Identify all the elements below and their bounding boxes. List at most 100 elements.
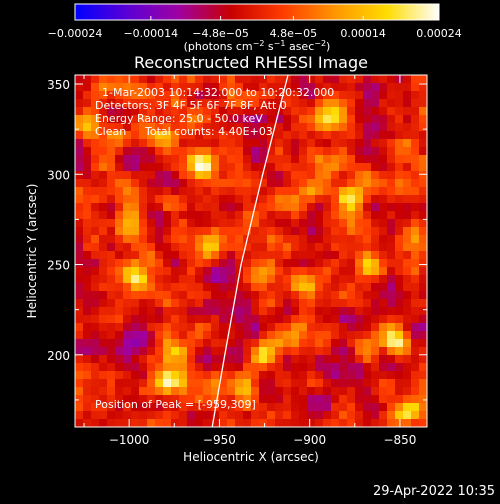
- heatmap-cell: [299, 331, 308, 340]
- heatmap-cell: [411, 291, 420, 300]
- heatmap-cell: [195, 267, 204, 276]
- heatmap-cell: [91, 107, 100, 116]
- heatmap-cell: [187, 75, 196, 84]
- heatmap-cell: [147, 235, 156, 244]
- heatmap-cell: [347, 419, 356, 427]
- heatmap-cell: [419, 371, 427, 380]
- heatmap-cell: [251, 315, 260, 324]
- heatmap-cell: [275, 99, 284, 108]
- heatmap-cell: [83, 315, 92, 324]
- heatmap-cell: [355, 267, 364, 276]
- heatmap-cell: [171, 91, 180, 100]
- heatmap-cell: [219, 211, 228, 220]
- heatmap-cell: [363, 139, 372, 148]
- heatmap-cell: [131, 331, 140, 340]
- heatmap-cell: [419, 403, 427, 412]
- heatmap-cell: [403, 291, 412, 300]
- heatmap-cell: [251, 371, 260, 380]
- heatmap-cell: [243, 339, 252, 348]
- heatmap-cell: [283, 419, 292, 427]
- heatmap-cell: [411, 323, 420, 332]
- heatmap-cell: [227, 115, 236, 124]
- heatmap-cell: [235, 91, 244, 100]
- heatmap-cell: [363, 419, 372, 427]
- heatmap-cell: [91, 75, 100, 84]
- heatmap-cell: [243, 387, 252, 396]
- heatmap-cell: [75, 211, 84, 220]
- heatmap-cell: [267, 171, 276, 180]
- heatmap-cell: [139, 403, 148, 412]
- heatmap-cell: [203, 131, 212, 140]
- heatmap-cell: [379, 251, 388, 260]
- heatmap-cell: [219, 107, 228, 116]
- heatmap-cell: [339, 395, 348, 404]
- heatmap-cell: [227, 91, 236, 100]
- heatmap-cell: [291, 323, 300, 332]
- heatmap-cell: [147, 387, 156, 396]
- heatmap-cell: [283, 355, 292, 364]
- heatmap-cell: [243, 259, 252, 268]
- heatmap-cell: [115, 203, 124, 212]
- y-tick-label: 200: [47, 349, 70, 363]
- heatmap-cell: [387, 123, 396, 132]
- heatmap-cell: [267, 219, 276, 228]
- heatmap-cell: [283, 363, 292, 372]
- heatmap-cell: [107, 203, 116, 212]
- heatmap-cell: [283, 267, 292, 276]
- heatmap-cell: [227, 155, 236, 164]
- heatmap-cell: [267, 299, 276, 308]
- heatmap-cell: [83, 275, 92, 284]
- heatmap-cell: [155, 163, 164, 172]
- heatmap-cell: [139, 123, 148, 132]
- heatmap-cell: [315, 275, 324, 284]
- heatmap-cell: [171, 363, 180, 372]
- heatmap-cell: [219, 251, 228, 260]
- heatmap-cell: [171, 147, 180, 156]
- heatmap-cell: [395, 243, 404, 252]
- heatmap-cell: [355, 299, 364, 308]
- heatmap-cell: [187, 347, 196, 356]
- heatmap-cell: [147, 139, 156, 148]
- heatmap-cell: [251, 83, 260, 92]
- heatmap-cell: [259, 235, 268, 244]
- heatmap-cell: [211, 275, 220, 284]
- heatmap-cell: [371, 243, 380, 252]
- heatmap-cell: [355, 123, 364, 132]
- heatmap-cell: [131, 291, 140, 300]
- heatmap-cell: [251, 75, 260, 84]
- heatmap-cell: [195, 283, 204, 292]
- heatmap-cell: [379, 259, 388, 268]
- heatmap-cell: [403, 203, 412, 212]
- heatmap-cell: [179, 283, 188, 292]
- heatmap-cell: [91, 243, 100, 252]
- heatmap-cell: [171, 139, 180, 148]
- heatmap-cell: [155, 147, 164, 156]
- heatmap-cell: [187, 315, 196, 324]
- heatmap-cell: [235, 123, 244, 132]
- heatmap-cell: [355, 355, 364, 364]
- heatmap-cell: [155, 307, 164, 316]
- heatmap-cell: [259, 387, 268, 396]
- heatmap-cell: [139, 387, 148, 396]
- heatmap-cell: [331, 179, 340, 188]
- heatmap-cell: [307, 171, 316, 180]
- heatmap-cell: [315, 419, 324, 427]
- heatmap-cell: [323, 395, 332, 404]
- heatmap-cell: [363, 171, 372, 180]
- heatmap-cell: [203, 331, 212, 340]
- annotation-method: Clean: [95, 125, 126, 138]
- heatmap-cell: [75, 203, 84, 212]
- heatmap-cell: [243, 267, 252, 276]
- heatmap-cell: [243, 99, 252, 108]
- heatmap-cell: [419, 131, 427, 140]
- heatmap-cell: [83, 387, 92, 396]
- heatmap-cell: [123, 139, 132, 148]
- heatmap-cell: [83, 115, 92, 124]
- heatmap-cell: [75, 267, 84, 276]
- heatmap-cell: [179, 259, 188, 268]
- heatmap-cell: [411, 243, 420, 252]
- heatmap-cell: [275, 411, 284, 420]
- chart-title: Reconstructed RHESSI Image: [134, 53, 368, 72]
- heatmap-cell: [235, 411, 244, 420]
- heatmap-cell: [163, 107, 172, 116]
